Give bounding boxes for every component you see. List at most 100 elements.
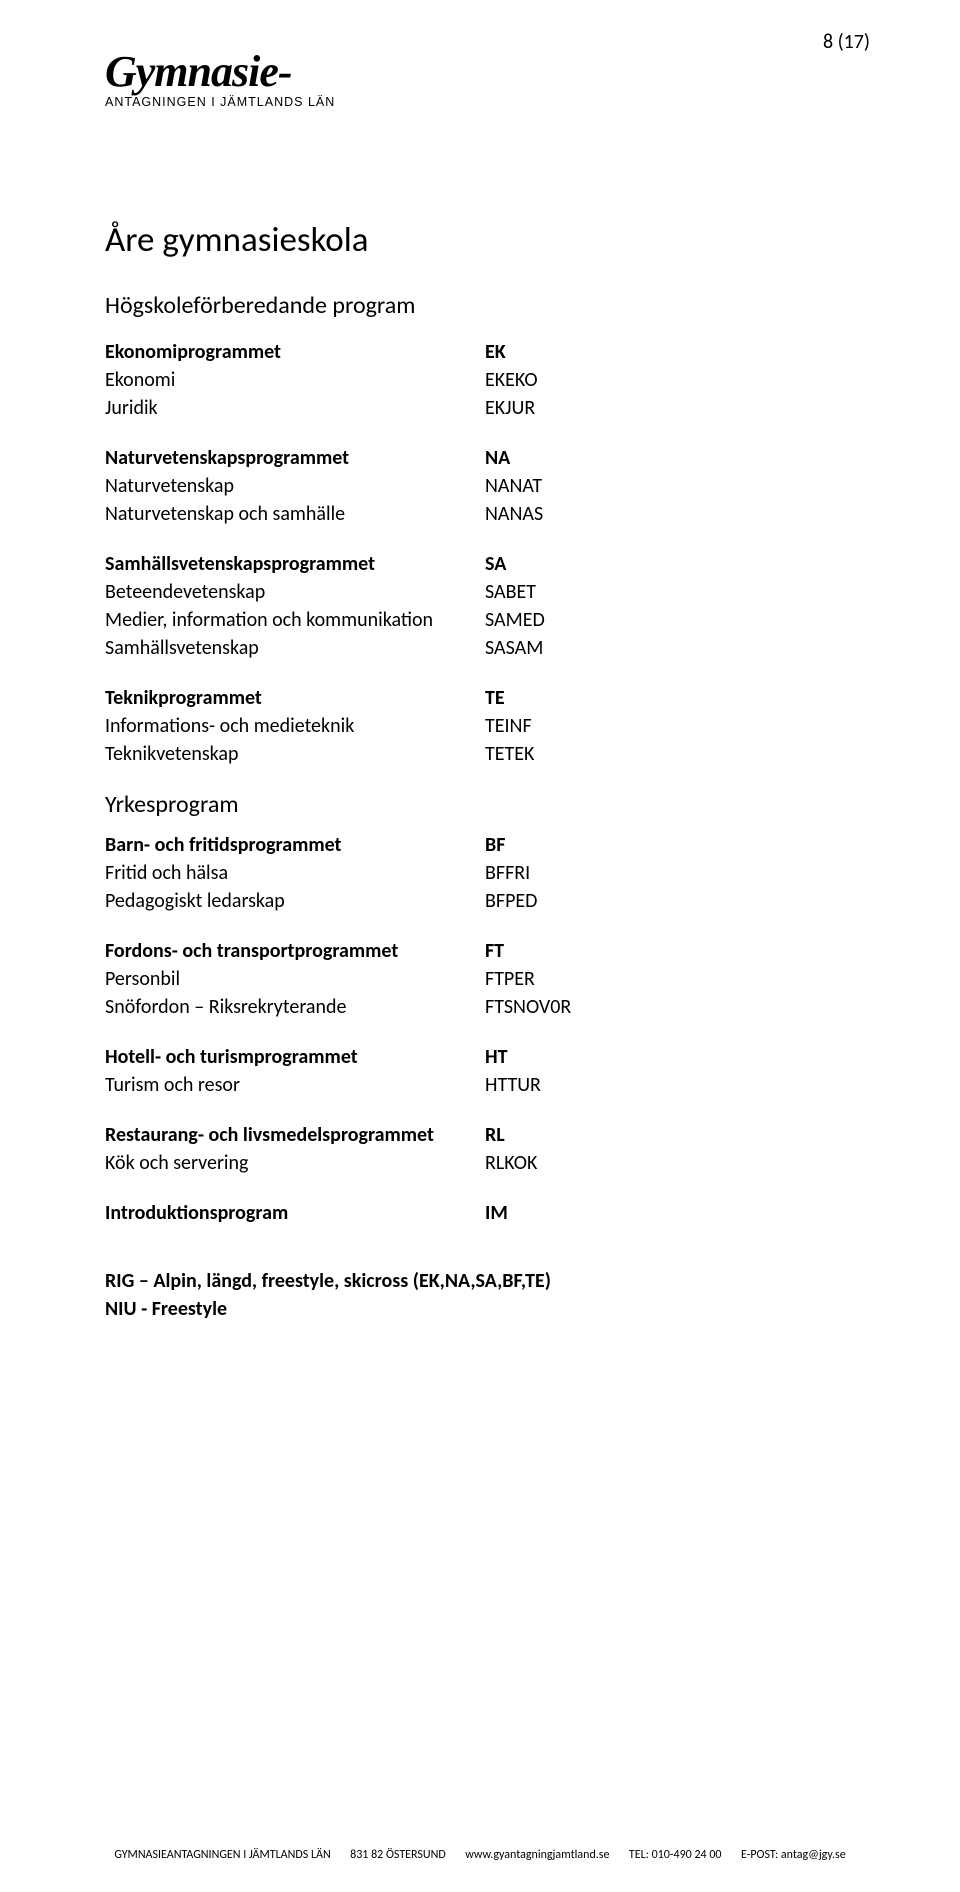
program-head: Fordons- och transportprogrammetFT (105, 937, 870, 965)
footer: GYMNASIEANTAGNINGEN I JÄMTLANDS LÄN 831 … (0, 1848, 960, 1862)
row-label: Juridik (105, 394, 485, 422)
footer-post: 831 82 ÖSTERSUND (350, 1848, 446, 1862)
row-label: Medier, information och kommunikation (105, 606, 485, 634)
logo-dash: - (278, 47, 292, 96)
row-code: SASAM (485, 634, 543, 662)
program-label: Samhällsvetenskapsprogrammet (105, 550, 485, 578)
row-label: Beteendevetenskap (105, 578, 485, 606)
row-code: BFFRI (485, 859, 530, 887)
row-label: Samhällsvetenskap (105, 634, 485, 662)
program-head: IntroduktionsprogramIM (105, 1199, 870, 1227)
row-code: SABET (485, 578, 536, 606)
program-row: TeknikvetenskapTETEK (105, 740, 870, 768)
row-label: Pedagogiskt ledarskap (105, 887, 485, 915)
row-code: EKJUR (485, 394, 535, 422)
program-row: SamhällsvetenskapSASAM (105, 634, 870, 662)
group-im: IntroduktionsprogramIM (105, 1199, 870, 1227)
separator-icon (616, 1852, 622, 1858)
program-head: Hotell- och turismprogrammetHT (105, 1043, 870, 1071)
logo-main-line: Gymnasie- (105, 50, 335, 94)
footer-tel: TEL: 010-490 24 00 (629, 1848, 722, 1862)
row-label: Snöfordon – Riksrekryterande (105, 993, 485, 1021)
program-label: Ekonomiprogrammet (105, 338, 485, 366)
program-code: TE (485, 684, 505, 712)
school-title: Åre gymnasieskola (105, 219, 870, 261)
program-row: Naturvetenskap och samhälleNANAS (105, 500, 870, 528)
program-code: HT (485, 1043, 508, 1071)
row-label: Ekonomi (105, 366, 485, 394)
group-rig-niu: RIG – Alpin, längd, freestyle, skicross … (105, 1267, 870, 1323)
row-code: FTSNOV0R (485, 993, 571, 1021)
program-row: Snöfordon – RiksrekryterandeFTSNOV0R (105, 993, 870, 1021)
program-row: BeteendevetenskapSABET (105, 578, 870, 606)
program-label: Barn- och fritidsprogrammet (105, 831, 485, 859)
row-label: Teknikvetenskap (105, 740, 485, 768)
program-row: Pedagogiskt ledarskapBFPED (105, 887, 870, 915)
section-hsp: Högskoleförberedande program (105, 291, 870, 320)
program-label: Teknikprogrammet (105, 684, 485, 712)
group-sa: SamhällsvetenskapsprogrammetSA Beteendev… (105, 550, 870, 662)
program-head: EkonomiprogrammetEK (105, 338, 870, 366)
program-row: JuridikEKJUR (105, 394, 870, 422)
row-label: Informations- och medieteknik (105, 712, 485, 740)
program-row: Kök och serveringRLKOK (105, 1149, 870, 1177)
program-row: Medier, information och kommunikationSAM… (105, 606, 870, 634)
row-code: SAMED (485, 606, 545, 634)
program-row: EkonomiEKEKO (105, 366, 870, 394)
row-code: HTTUR (485, 1071, 541, 1099)
header: Gymnasie- ANTAGNINGEN I JÄMTLANDS LÄN 8 … (105, 50, 870, 109)
page: Gymnasie- ANTAGNINGEN I JÄMTLANDS LÄN 8 … (0, 0, 960, 1892)
group-rl: Restaurang- och livsmedelsprogrammetRL K… (105, 1121, 870, 1177)
program-head: NaturvetenskapsprogrammetNA (105, 444, 870, 472)
group-te: TeknikprogrammetTE Informations- och med… (105, 684, 870, 768)
footer-web: www.gyantagningjamtland.se (465, 1848, 609, 1862)
row-label: Fritid och hälsa (105, 859, 485, 887)
program-label: Restaurang- och livsmedelsprogrammet (105, 1121, 485, 1149)
group-ek: EkonomiprogrammetEK EkonomiEKEKO Juridik… (105, 338, 870, 422)
row-label: Turism och resor (105, 1071, 485, 1099)
page-number: 8 (17) (823, 30, 870, 54)
group-ht: Hotell- och turismprogrammetHT Turism oc… (105, 1043, 870, 1099)
row-label: Kök och servering (105, 1149, 485, 1177)
row-code: BFPED (485, 887, 537, 915)
row-code: RLKOK (485, 1149, 537, 1177)
group-na: NaturvetenskapsprogrammetNA Naturvetensk… (105, 444, 870, 528)
rig-text: RIG – Alpin, längd, freestyle, skicross … (105, 1267, 551, 1295)
footer-email: E-POST: antag@jgy.se (741, 1848, 846, 1862)
group-ft: Fordons- och transportprogrammetFT Perso… (105, 937, 870, 1021)
program-head: Restaurang- och livsmedelsprogrammetRL (105, 1121, 870, 1149)
logo-main: Gymnasie (105, 47, 278, 96)
row-label: Naturvetenskap och samhälle (105, 500, 485, 528)
program-head: Barn- och fritidsprogrammetBF (105, 831, 870, 859)
program-row: Informations- och medieteknikTEINF (105, 712, 870, 740)
program-label: Fordons- och transportprogrammet (105, 937, 485, 965)
row-code: TETEK (485, 740, 534, 768)
program-row: Fritid och hälsaBFFRI (105, 859, 870, 887)
program-code: FT (485, 937, 504, 965)
logo: Gymnasie- ANTAGNINGEN I JÄMTLANDS LÄN (105, 50, 335, 109)
program-code: IM (485, 1199, 508, 1227)
separator-icon (337, 1852, 343, 1858)
row-code: NANAT (485, 472, 542, 500)
program-label: Hotell- och turismprogrammet (105, 1043, 485, 1071)
row-code: NANAS (485, 500, 543, 528)
separator-icon (728, 1852, 734, 1858)
program-code: EK (485, 338, 506, 366)
program-label: Naturvetenskapsprogrammet (105, 444, 485, 472)
row-label: Naturvetenskap (105, 472, 485, 500)
program-row: PersonbilFTPER (105, 965, 870, 993)
program-row: Turism och resorHTTUR (105, 1071, 870, 1099)
row-code: TEINF (485, 712, 532, 740)
group-bf: Barn- och fritidsprogrammetBF Fritid och… (105, 831, 870, 915)
row-label: Personbil (105, 965, 485, 993)
logo-sub: ANTAGNINGEN I JÄMTLANDS LÄN (105, 96, 335, 109)
program-code: BF (485, 831, 505, 859)
row-code: EKEKO (485, 366, 538, 394)
program-row: NaturvetenskapNANAT (105, 472, 870, 500)
rig-line: RIG – Alpin, längd, freestyle, skicross … (105, 1267, 870, 1295)
program-code: RL (485, 1121, 505, 1149)
program-head: TeknikprogrammetTE (105, 684, 870, 712)
row-code: FTPER (485, 965, 535, 993)
program-code: SA (485, 550, 506, 578)
niu-line: NIU - Freestyle (105, 1295, 870, 1323)
